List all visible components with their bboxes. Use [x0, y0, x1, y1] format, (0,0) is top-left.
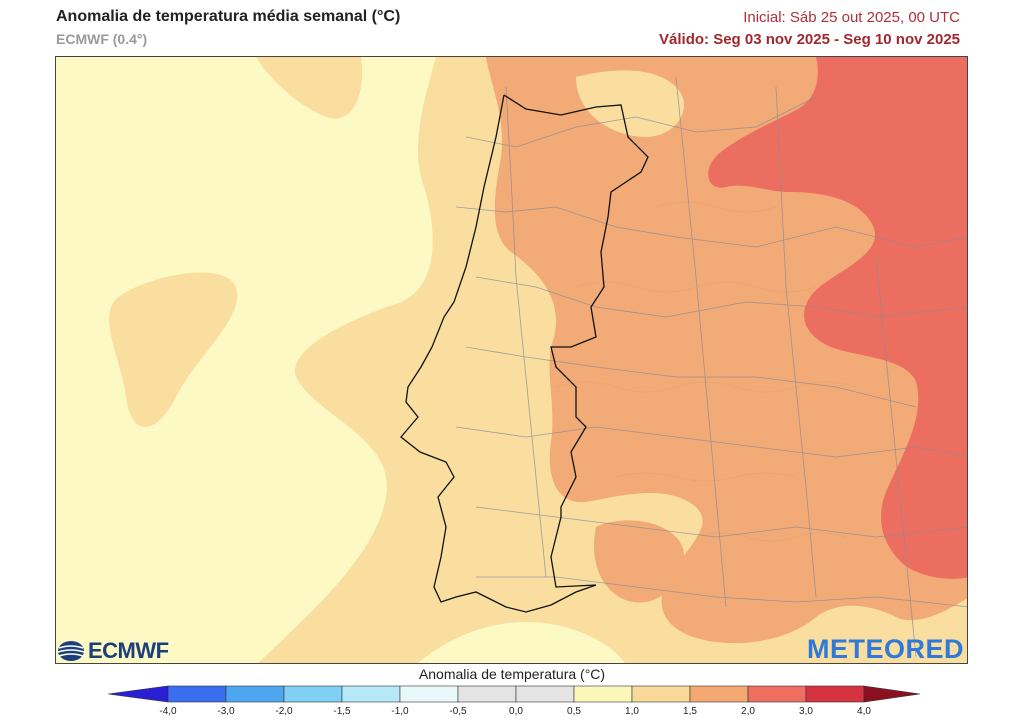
anomaly-band-1-5-south [594, 520, 685, 603]
colorbar-tick-label: 1,0 [625, 706, 639, 717]
pt-coastline [400, 94, 597, 613]
pt-es-border [503, 94, 649, 588]
colorbar-arrow-low [108, 685, 169, 703]
colorbar-tick-label: 0,0 [509, 706, 523, 717]
colorbar-tick-label: -1,0 [391, 706, 409, 717]
anomaly-band-1-5-notch [576, 70, 685, 137]
colorbar [108, 685, 921, 703]
ecmwf-logo: ECMWF [57, 638, 169, 664]
colorbar-segment [515, 685, 575, 703]
colorbar-segment [573, 685, 633, 703]
colorbar-tick-label: -2,0 [275, 706, 293, 717]
colorbar-tick-label: -0,5 [449, 706, 467, 717]
colorbar-segment [747, 685, 807, 703]
anomaly-band-1-5 [486, 57, 967, 644]
colorbar-segment [399, 685, 459, 703]
colorbar-segment [631, 685, 691, 703]
colorbar-segment [689, 685, 749, 703]
colorbar-title: Anomalia de temperatura (°C) [418, 666, 606, 682]
anomaly-band-1-0-island [109, 272, 238, 427]
colorbar-tick-label: -4,0 [159, 706, 177, 717]
meteored-logo: METEORED [806, 634, 964, 664]
colorbar-segment [225, 685, 285, 703]
anomaly-map [55, 56, 968, 664]
colorbar-arrow-high [863, 685, 921, 703]
colorbar-segment [341, 685, 401, 703]
colorbar-segment [167, 685, 227, 703]
regional-borders [455, 76, 967, 658]
colorbar-segment [283, 685, 343, 703]
colorbar-tick-label: -3,0 [217, 706, 235, 717]
colorbar-segment [457, 685, 517, 703]
anomaly-band-1-0-top [256, 57, 363, 119]
colorbar-tick-label: -1,5 [333, 706, 351, 717]
initial-time: Inicial: Sáb 25 out 2025, 00 UTC [743, 9, 960, 26]
colorbar-tick-label: 3,0 [799, 706, 813, 717]
anomaly-band-2-0 [708, 57, 967, 579]
colorbar-tick-label: 0,5 [567, 706, 581, 717]
colorbar-tick-label: 1,5 [683, 706, 697, 717]
ecmwf-logo-text: ECMWF [88, 638, 169, 663]
valid-period: Válido: Seg 03 nov 2025 - Seg 10 nov 202… [659, 31, 960, 48]
colorbar-tick-label: 2,0 [741, 706, 755, 717]
relief-shading [555, 201, 857, 542]
ecmwf-globe-icon [57, 641, 85, 661]
colorbar-segment [805, 685, 865, 703]
map-title: Anomalia de temperatura média semanal (°… [56, 8, 401, 25]
model-label: ECMWF (0.4°) [56, 31, 148, 47]
colorbar-tick-label: 4,0 [857, 706, 871, 717]
